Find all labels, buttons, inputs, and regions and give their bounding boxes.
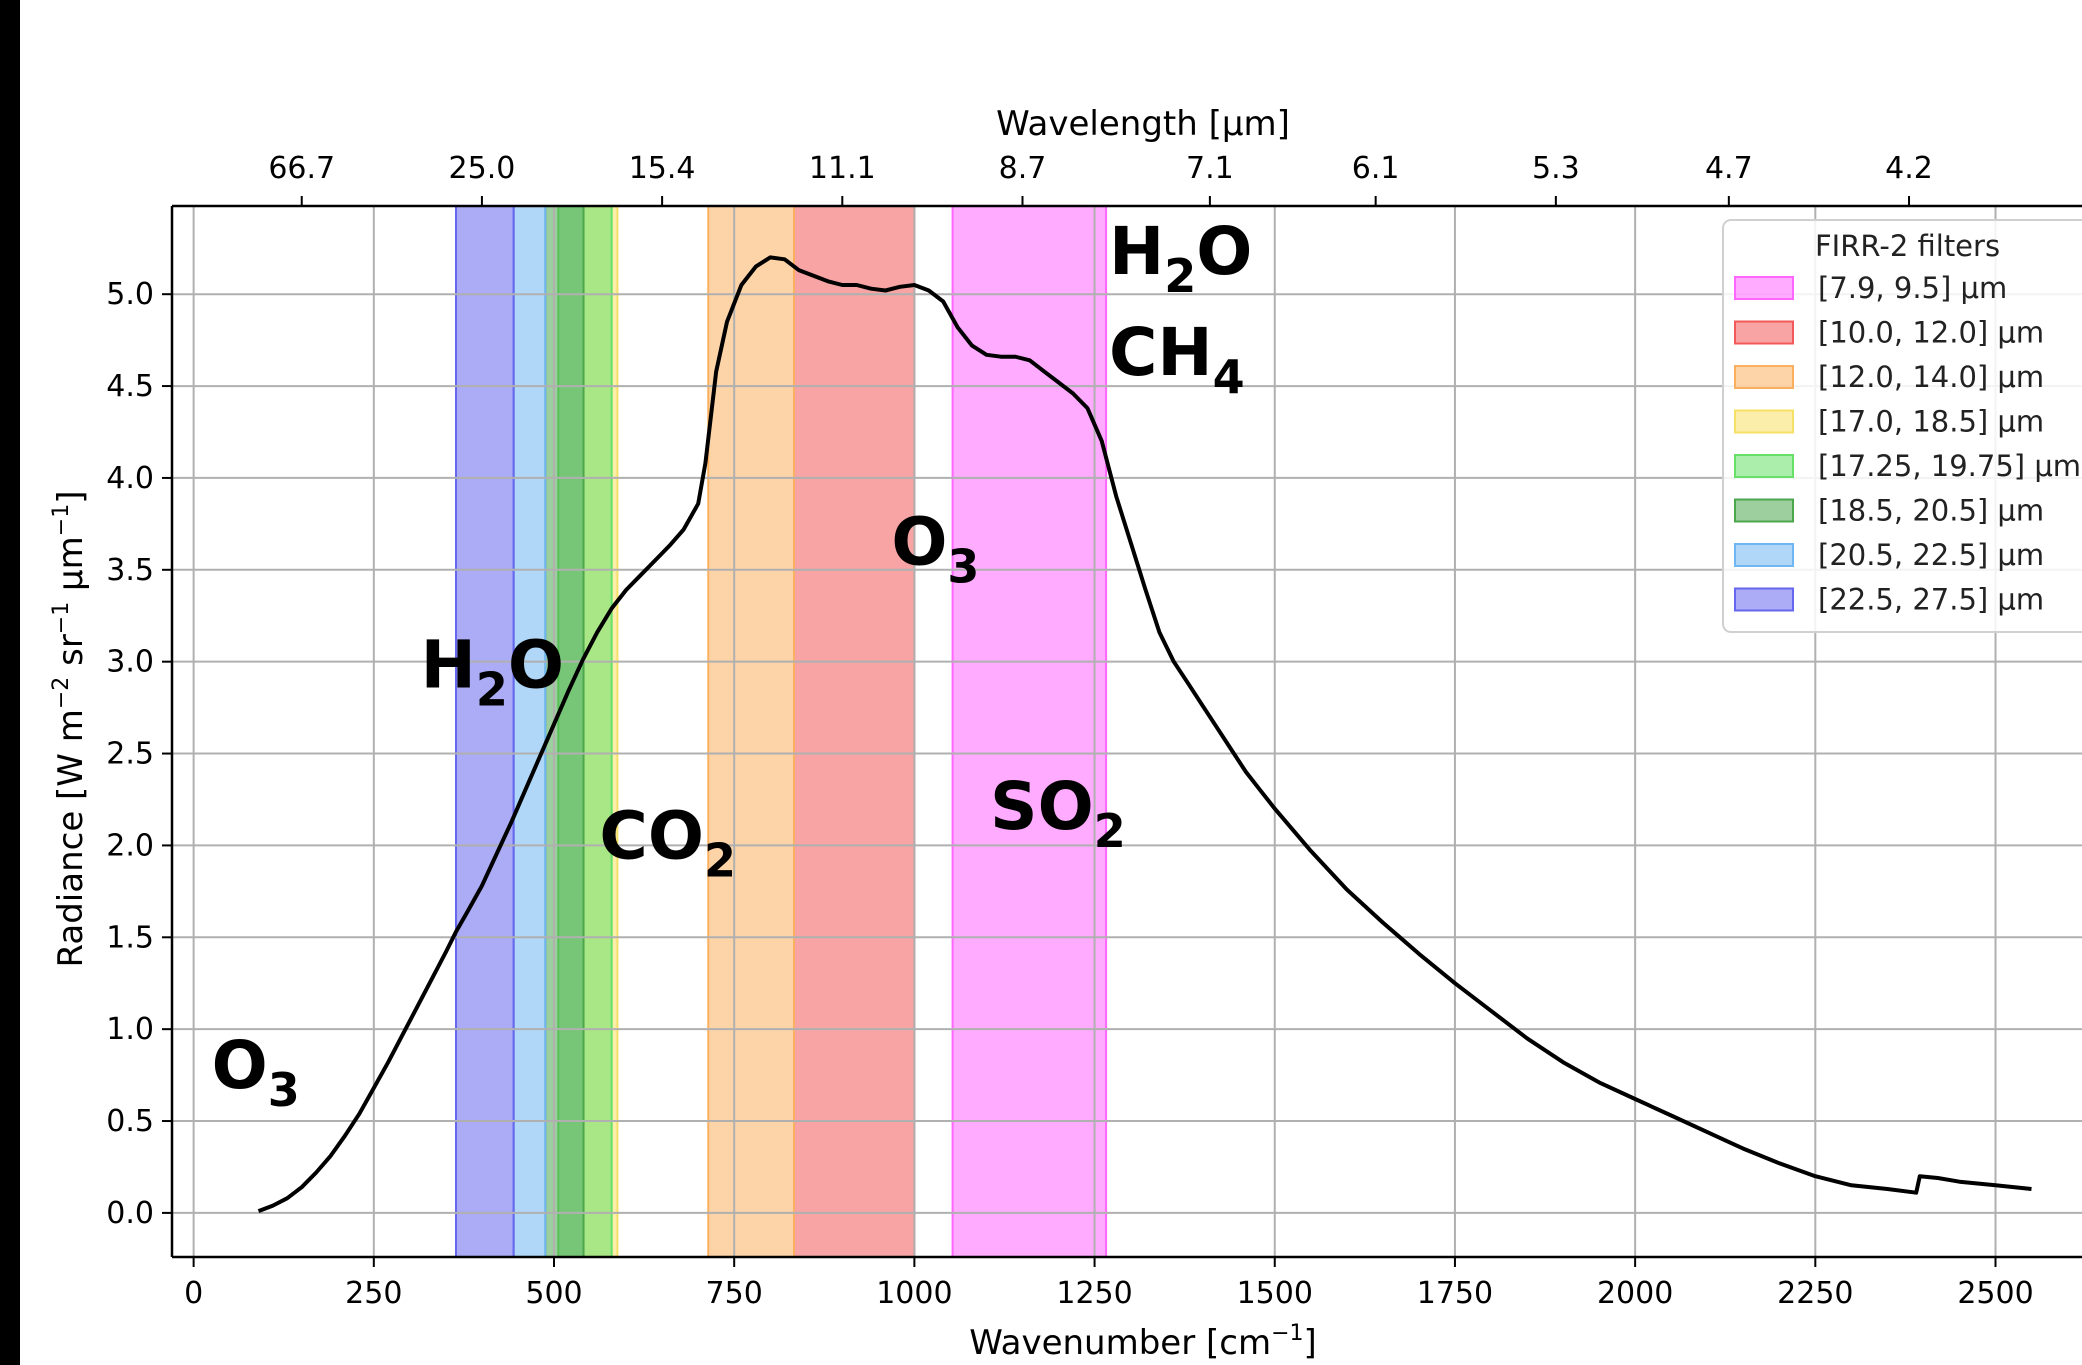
y-tick-label: 1.5 [106,920,154,955]
legend-swatch-4 [1734,454,1794,478]
legend-label: [17.25, 19.75] μm [1818,449,2081,483]
y-tick-label: 2.0 [106,828,154,863]
x-tick-label: 2500 [1957,1276,2033,1311]
molecule-label: O3 [891,503,979,593]
x-tick-label: 1750 [1417,1276,1493,1311]
top-x-axis-title: Wavelength [μm] [996,104,1290,144]
molecule-label: H2O [1109,213,1252,303]
filter-band-2 [707,205,796,1258]
legend-swatch-1 [1734,320,1794,345]
y-tick-label: 3.0 [106,645,154,680]
y-axis-title: Radiance [W m−2 sr−1 μm−1] [49,491,91,968]
x-tick-label: 0 [184,1276,203,1311]
y-tick-label: 4.5 [106,369,154,404]
top-tick-label: 7.1 [1186,151,1234,186]
x-tick-label: 500 [525,1276,582,1311]
x-axis-title: Wavenumber [cm−1] [969,1321,1317,1363]
legend-swatch-6 [1734,543,1794,567]
top-tick-label: 4.7 [1705,151,1753,186]
molecule-label: H2O [421,626,564,716]
legend-swatch-7 [1734,587,1794,612]
x-tick-label: 750 [706,1276,763,1311]
legend-label: [20.5, 22.5] μm [1818,538,2044,572]
y-tick-label: 0.0 [106,1196,154,1231]
legend-label: [22.5, 27.5] μm [1818,583,2044,617]
top-tick-label: 25.0 [449,151,516,186]
x-tick-label: 1500 [1237,1276,1313,1311]
top-tick-label: 15.4 [629,151,696,186]
legend-label: [18.5, 20.5] μm [1818,494,2044,528]
filter-band-7 [454,205,515,1258]
legend-label: [17.0, 18.5] μm [1818,405,2044,439]
x-tick-label: 2000 [1597,1276,1673,1311]
y-tick-label: 5.0 [106,277,154,312]
x-tick-label: 2250 [1777,1276,1853,1311]
molecule-label: O3 [212,1027,300,1117]
spectrum-line [257,255,2032,1213]
y-tick-label: 3.5 [106,553,154,588]
legend-title: FIRR-2 filters [1815,229,2000,263]
legend-label: [12.0, 14.0] μm [1818,360,2044,394]
legend-swatch-5 [1734,498,1794,523]
molecule-label: CH4 [1109,314,1245,404]
legend-box [1722,219,2082,633]
legend-swatch-0 [1734,276,1794,300]
filter-band-6 [512,205,547,1258]
y-tick-label: 4.0 [106,461,154,496]
y-tick-label: 2.5 [106,737,154,772]
legend-swatch-2 [1734,365,1794,389]
left-edge-bar [0,0,20,1365]
filter-band-0 [951,205,1108,1258]
top-tick-label: 11.1 [809,151,876,186]
legend-swatch-3 [1734,409,1794,434]
top-tick-label: 4.2 [1885,151,1933,186]
x-tick-label: 1250 [1056,1276,1132,1311]
y-tick-label: 0.5 [106,1104,154,1139]
filter-band-1 [793,205,916,1258]
top-tick-label: 5.3 [1532,151,1580,186]
top-tick-label: 6.1 [1352,151,1400,186]
top-tick-label: 66.7 [268,151,335,186]
x-tick-label: 1000 [876,1276,952,1311]
molecule-label: CO2 [599,797,736,887]
x-tick-label: 250 [345,1276,402,1311]
y-tick-label: 1.0 [106,1012,154,1047]
top-tick-label: 8.7 [999,151,1047,186]
molecule-label: SO2 [990,768,1126,858]
legend-label: [10.0, 12.0] μm [1818,316,2044,350]
legend-label: [7.9, 9.5] μm [1818,271,2007,305]
